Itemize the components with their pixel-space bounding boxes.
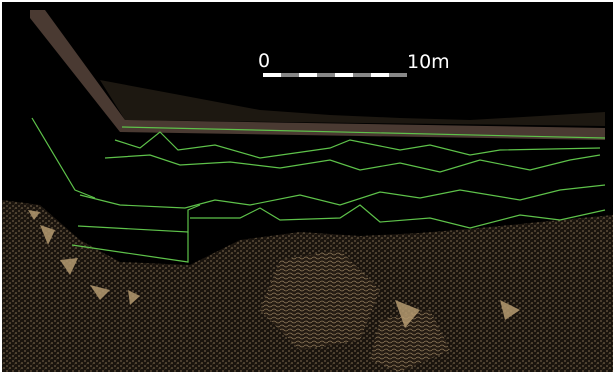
scale-segment [263,73,281,77]
scale-segment [335,73,353,77]
page: 0 10m (() => { const data = JSON.parse(d… [0,0,615,374]
scale-segment [317,73,335,77]
scale-segment [299,73,317,77]
scale-segment [281,73,299,77]
point-cloud-view: 0 10m [0,0,615,374]
scale-start-label: 0 [258,50,270,72]
scale-end-label: 10m [407,51,450,73]
scale-segment [371,73,389,77]
scale-segment [353,73,371,77]
scale-segment [389,73,407,77]
